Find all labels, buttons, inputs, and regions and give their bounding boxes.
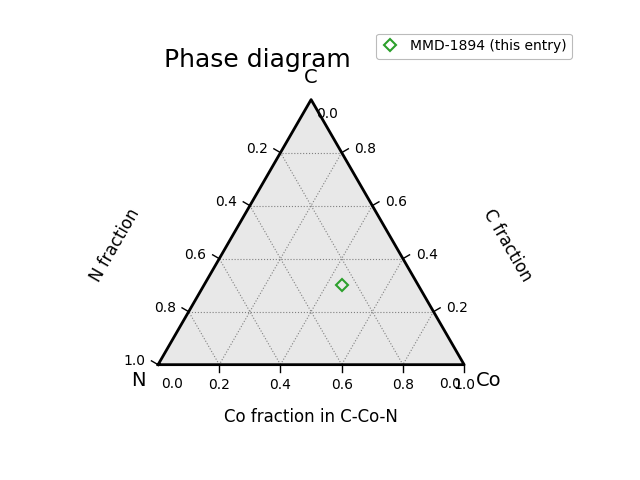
- Text: 0.8: 0.8: [392, 378, 414, 393]
- Text: 0.6: 0.6: [331, 378, 353, 393]
- Text: 0.4: 0.4: [215, 195, 237, 209]
- Text: 0.2: 0.2: [209, 378, 230, 393]
- Text: 1.0: 1.0: [453, 378, 475, 393]
- Text: 0.6: 0.6: [385, 195, 407, 209]
- Text: 0.4: 0.4: [415, 248, 438, 262]
- Text: Co: Co: [476, 371, 502, 390]
- Text: 0.4: 0.4: [269, 378, 291, 393]
- Text: 0.6: 0.6: [184, 248, 207, 262]
- Legend: MMD-1894 (this entry): MMD-1894 (this entry): [376, 34, 572, 59]
- Text: Co fraction in C-Co-N: Co fraction in C-Co-N: [224, 408, 398, 425]
- Text: 0.2: 0.2: [446, 301, 468, 315]
- Text: 0.0: 0.0: [316, 107, 337, 121]
- Text: N: N: [131, 371, 146, 390]
- Text: 0.8: 0.8: [154, 301, 176, 315]
- Text: C fraction: C fraction: [479, 206, 535, 285]
- Text: 0.8: 0.8: [355, 142, 376, 156]
- Text: 0.2: 0.2: [246, 142, 268, 156]
- Text: 1.0: 1.0: [124, 354, 145, 368]
- Text: C: C: [304, 68, 318, 87]
- Polygon shape: [158, 100, 464, 365]
- Text: Phase diagram: Phase diagram: [164, 48, 351, 72]
- Text: 0.0: 0.0: [161, 377, 183, 391]
- Text: 0.0: 0.0: [439, 377, 461, 391]
- Text: N fraction: N fraction: [87, 205, 143, 285]
